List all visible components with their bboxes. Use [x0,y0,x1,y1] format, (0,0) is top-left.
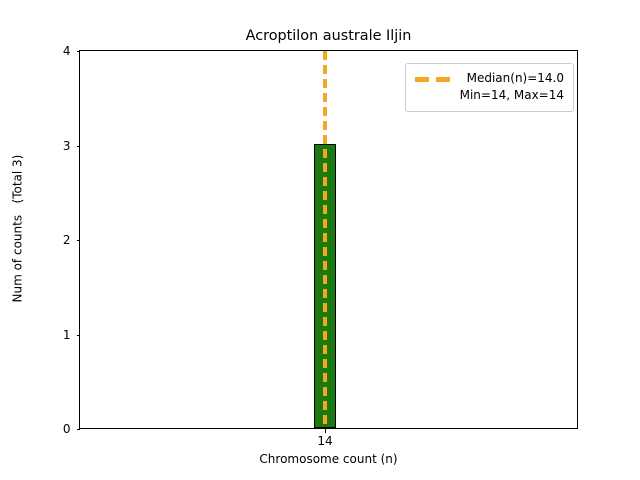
y-axis-label-line2: (Total 3) [10,154,25,203]
chart-title: Acroptilon australe Iljin [245,28,412,44]
y-tick-label-1: 1 [62,327,71,342]
legend-median-dashed-line-icon [414,77,451,82]
legend-entry-median: Median(n)=14.0 [466,71,564,85]
legend-entry-minmax: Min=14, Max=14 [459,88,564,102]
y-axis-label: Num of counts (Total 3) [0,50,41,429]
y-tick-mark-2: 2 [63,234,80,246]
plot-area: Num of counts (Total 3) 0 1 2 3 4 14 [11,45,578,448]
median-line [323,51,327,428]
y-tick-mark-3: 3 [63,140,80,152]
y-axis-label-line1: Num of counts [10,214,25,302]
y-axis-label-spacer [11,203,25,214]
x-axis-label: Chromosome count (n) [259,452,398,466]
y-tick-label-3: 3 [62,138,71,153]
y-tick-label-4: 4 [62,44,71,58]
x-tick-label-14: 14 [317,434,333,448]
y-tick-label-0: 0 [62,422,71,437]
legend[interactable]: Median(n)=14.0 Min=14, Max=14 [404,63,574,112]
y-tick-mark-4: 4 [63,45,80,57]
legend-text: Median(n)=14.0 Min=14, Max=14 [460,70,564,104]
y-tick-mark-1: 1 [63,329,80,341]
y-tick-mark-0: 0 [63,423,80,435]
x-tick-mark-14 [324,429,326,433]
y-tick-label-2: 2 [62,233,71,248]
